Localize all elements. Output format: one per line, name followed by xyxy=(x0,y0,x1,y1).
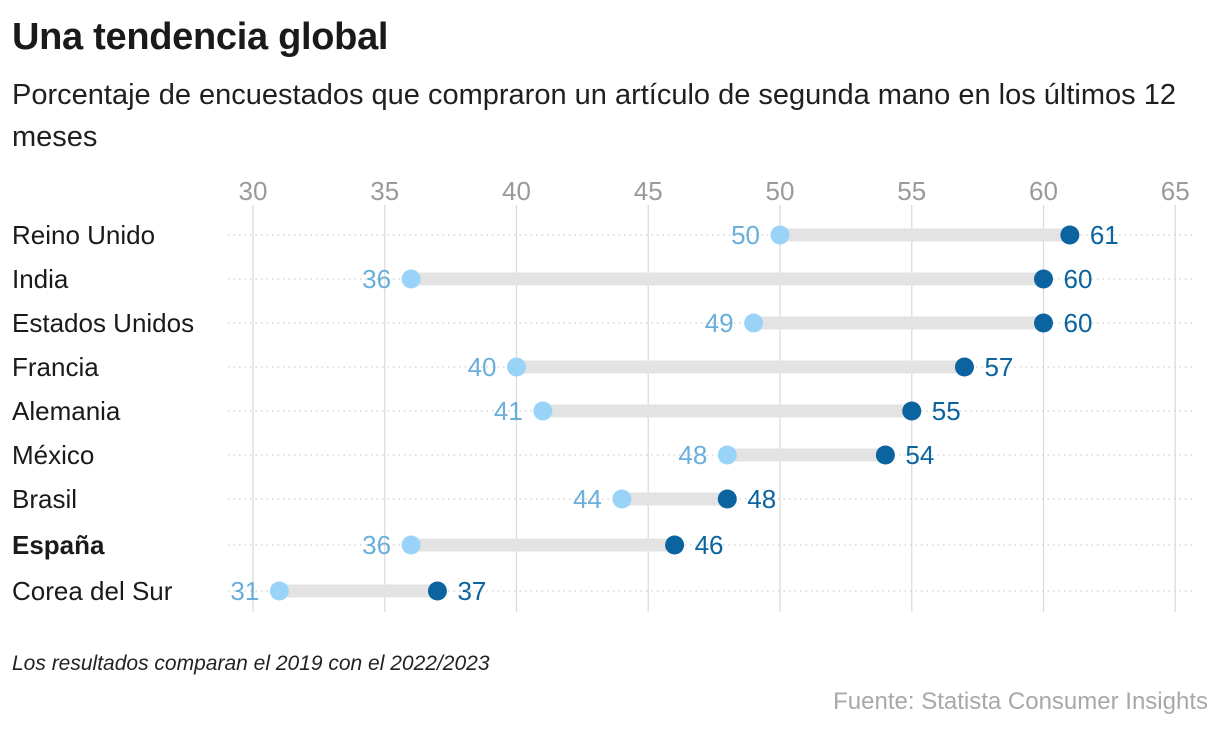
end-value-label: 60 xyxy=(1064,308,1093,338)
x-tick-label: 40 xyxy=(502,176,531,206)
x-tick-label: 60 xyxy=(1029,176,1058,206)
end-point xyxy=(1060,225,1080,245)
start-point xyxy=(717,445,737,465)
end-point xyxy=(717,489,737,509)
end-point xyxy=(902,401,922,421)
end-point xyxy=(665,535,685,555)
start-value-label: 36 xyxy=(362,264,391,294)
start-point xyxy=(770,225,790,245)
start-point xyxy=(533,401,553,421)
end-value-label: 54 xyxy=(905,440,934,470)
x-tick-label: 35 xyxy=(370,176,399,206)
category-label: Corea del Sur xyxy=(12,576,173,606)
end-point xyxy=(954,357,974,377)
end-value-label: 57 xyxy=(984,352,1013,382)
start-value-label: 44 xyxy=(573,484,602,514)
x-tick-label: 65 xyxy=(1161,176,1190,206)
x-tick-label: 30 xyxy=(239,176,268,206)
end-point xyxy=(1034,313,1053,333)
chart-note: Los resultados comparan el 2019 con el 2… xyxy=(12,652,490,675)
dumbbell-chart: 30 35 40 45 50 55 60 65 Reino Unido 50 61 India 36 60… xyxy=(12,176,1192,612)
end-value-label: 46 xyxy=(695,530,724,560)
start-value-label: 31 xyxy=(230,576,259,606)
start-value-label: 36 xyxy=(362,530,391,560)
category-label: Reino Unido xyxy=(12,220,155,250)
category-label: Francia xyxy=(12,352,99,382)
start-point xyxy=(507,357,526,377)
chart-title: Una tendencia global xyxy=(12,16,389,58)
start-point xyxy=(612,489,632,509)
category-label: Estados Unidos xyxy=(12,308,194,338)
category-label: España xyxy=(12,530,105,560)
category-label: Brasil xyxy=(12,484,77,514)
category-label: Alemania xyxy=(12,396,121,426)
end-value-label: 48 xyxy=(747,484,776,514)
start-point xyxy=(744,313,764,333)
end-point xyxy=(875,445,895,465)
start-point xyxy=(401,535,421,555)
start-value-label: 50 xyxy=(731,220,760,250)
end-value-label: 60 xyxy=(1064,264,1093,294)
end-value-label: 61 xyxy=(1090,220,1119,250)
start-value-label: 41 xyxy=(494,396,523,426)
start-point xyxy=(269,581,289,601)
chart-subtitle: Porcentaje de encuestados que compraron … xyxy=(12,79,1176,153)
x-tick-label: 45 xyxy=(634,176,663,206)
start-point xyxy=(401,269,421,289)
category-label: India xyxy=(12,264,69,294)
x-tick-label: 50 xyxy=(766,176,795,206)
start-value-label: 49 xyxy=(705,308,734,338)
end-point xyxy=(427,581,447,601)
end-value-label: 55 xyxy=(932,396,961,426)
start-value-label: 48 xyxy=(678,440,707,470)
end-point xyxy=(1034,269,1053,289)
end-value-label: 37 xyxy=(457,576,486,606)
chart-source: Fuente: Statista Consumer Insights xyxy=(833,688,1208,715)
start-value-label: 40 xyxy=(468,352,497,382)
category-label: México xyxy=(12,440,94,470)
x-tick-label: 55 xyxy=(897,176,926,206)
